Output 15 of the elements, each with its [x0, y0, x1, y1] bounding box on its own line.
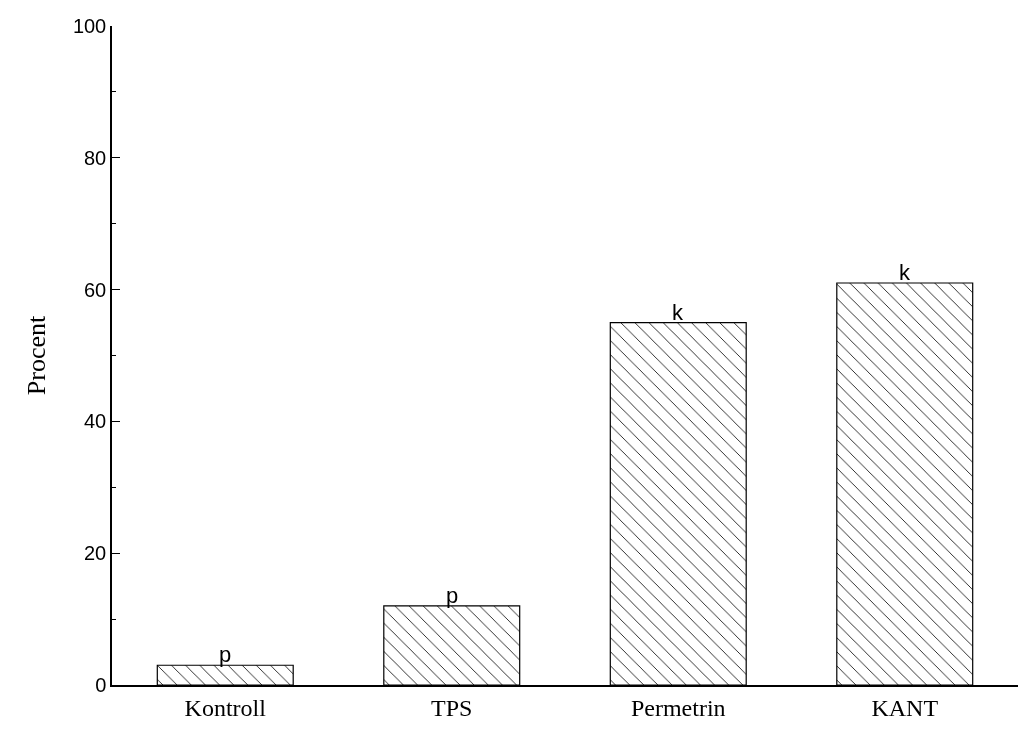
annotation: p [446, 583, 459, 608]
y-tick-label: 40 [84, 410, 107, 433]
x-tick-label: Kontroll [184, 694, 267, 721]
annotation: k [899, 260, 911, 285]
y-tick-label: 0 [95, 674, 107, 696]
x-tick-label: TPS [431, 694, 473, 721]
y-tick-label: 60 [84, 278, 107, 301]
x-tick-label: KANT [871, 694, 939, 721]
y-tick-label: 100 [72, 15, 107, 37]
annotation: p [219, 642, 232, 667]
x-tick-label: Permetrin [630, 694, 726, 721]
annotation: k [672, 300, 684, 325]
y-tick-label: 80 [84, 146, 107, 169]
y-tick-label: 20 [84, 542, 107, 565]
y-axis-title: Procent [21, 315, 51, 396]
